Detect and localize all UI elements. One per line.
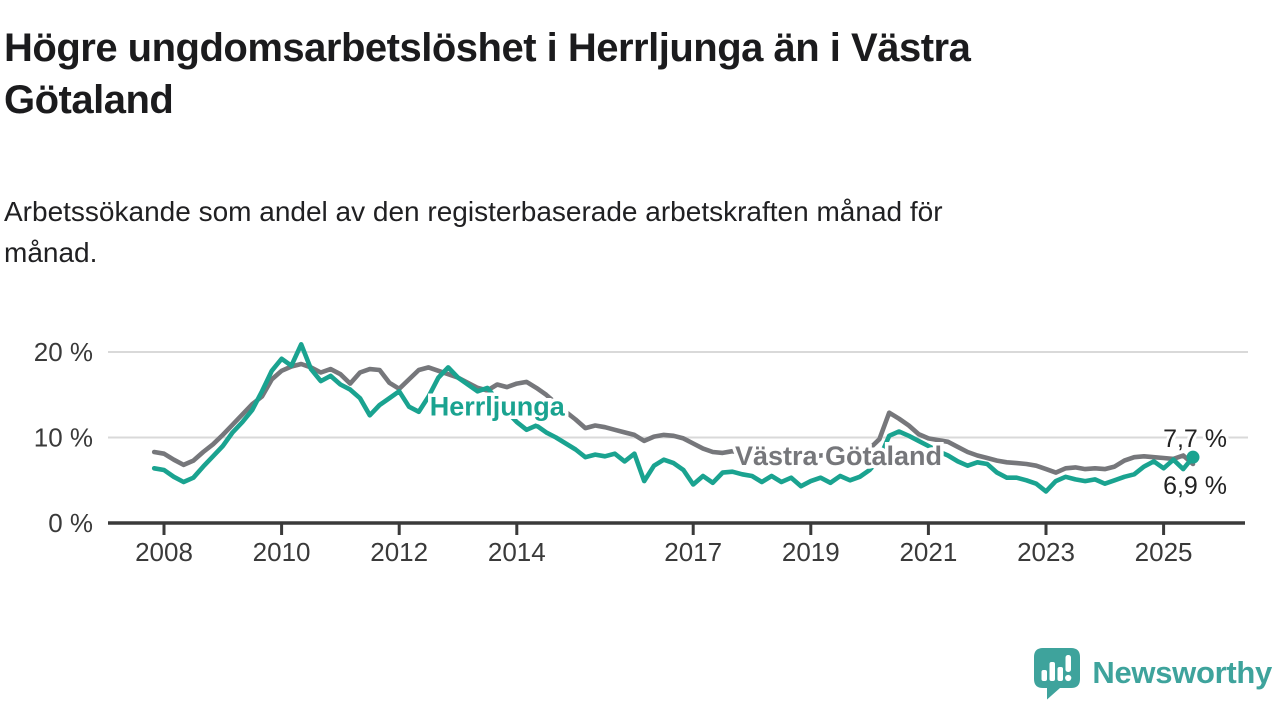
chart-subtitle-line2: månad. (4, 236, 98, 268)
x-tick-label-2008: 2008 (135, 537, 193, 567)
x-tick-label-2012: 2012 (370, 537, 428, 567)
v-stra-g-taland-series-label: Västra Götaland (735, 441, 942, 471)
x-tick-label-2025: 2025 (1135, 537, 1193, 567)
x-tick-label-2019: 2019 (782, 537, 840, 567)
x-tick-label-2023: 2023 (1017, 537, 1075, 567)
herrljunga-line (151, 341, 1196, 494)
v-stra-g-taland-line (151, 361, 1196, 475)
y-tick-label-0: 0 % (48, 508, 93, 538)
x-tick-label-2021: 2021 (899, 537, 957, 567)
y-tick-label-20: 20 % (34, 337, 93, 367)
herrljunga-end-dot (1186, 450, 1200, 464)
herrljunga-series-label: Herrljunga (430, 391, 566, 421)
newsworthy-logo: Newsworthy (1034, 648, 1272, 700)
y-tick-label-10: 10 % (34, 423, 93, 453)
v-stra-g-taland-end-value-label: 6,9 % (1163, 472, 1227, 500)
newsworthy-logo-text: Newsworthy (1092, 655, 1272, 690)
chart-title-line2: Götaland (4, 78, 174, 122)
x-tick-label-2010: 2010 (253, 537, 311, 567)
x-tick-label-2017: 2017 (664, 537, 722, 567)
chart-subtitle-line1: Arbetssökande som andel av den registerb… (4, 196, 943, 227)
x-tick-label-2014: 2014 (488, 537, 546, 567)
chart-subtitle: Arbetssökande som andel av den registerb… (4, 192, 1194, 273)
chart-title-line1: Högre ungdomsarbetslöshet i Herrljunga ä… (4, 26, 971, 70)
herrljunga-end-value-label: 7,7 % (1163, 425, 1227, 453)
newsworthy-speech-bubble-bar-chart-icon (1034, 648, 1081, 700)
unemployment-line-chart: 2008 2010 2012 2014 2017 2019 2021 2023 2025 0 % 1… (34, 337, 1248, 567)
chart-title: Högre ungdomsarbetslöshet i Herrljunga ä… (4, 22, 1184, 126)
